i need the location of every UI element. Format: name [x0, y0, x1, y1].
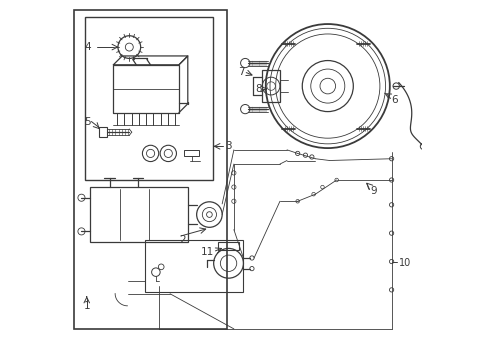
- Bar: [90, 187, 187, 242]
- Text: 5: 5: [83, 117, 90, 126]
- Text: 4: 4: [84, 42, 91, 52]
- Text: 10: 10: [398, 258, 410, 268]
- Text: 7: 7: [238, 67, 244, 77]
- Bar: [218, 242, 239, 250]
- Bar: [113, 65, 179, 113]
- Text: 6: 6: [391, 95, 397, 105]
- Text: 2: 2: [179, 235, 185, 244]
- Bar: [145, 240, 242, 292]
- Text: 1: 1: [83, 301, 90, 311]
- Text: 9: 9: [369, 186, 376, 195]
- Bar: [184, 149, 199, 156]
- Text: 8: 8: [254, 84, 261, 94]
- Bar: [85, 17, 212, 180]
- Text: 3: 3: [224, 141, 231, 151]
- Text: 11: 11: [201, 247, 214, 257]
- Bar: [74, 10, 226, 329]
- Bar: [99, 127, 107, 137]
- Bar: [262, 70, 279, 102]
